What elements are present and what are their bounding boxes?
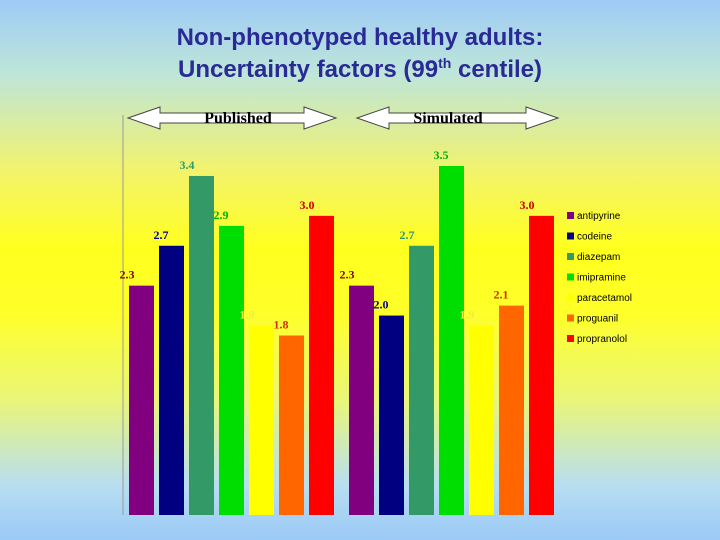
data-label-diazepam-simulated: 2.7	[400, 228, 415, 242]
data-label-antipyrine-simulated: 2.3	[340, 268, 355, 282]
data-label-diazepam-published: 3.4	[180, 158, 195, 172]
data-label-imipramine-simulated: 3.5	[434, 148, 449, 162]
bar-proguanil-simulated	[499, 305, 524, 515]
bar-paracetamol-published	[249, 325, 274, 515]
legend-label-codeine: codeine	[577, 232, 612, 243]
title-line-2-post: centile)	[451, 56, 542, 83]
data-label-paracetamol-simulated: 1.9	[460, 308, 475, 322]
group-arrow-published	[126, 106, 338, 130]
chart-title: Non-phenotyped healthy adults: Uncertain…	[0, 22, 720, 86]
legend-label-imipramine: imipramine	[577, 273, 626, 284]
legend-label-diazepam: diazepam	[577, 252, 620, 263]
data-label-propranolol-simulated: 3.0	[520, 198, 535, 212]
data-label-antipyrine-published: 2.3	[120, 268, 135, 282]
bar-diazepam-simulated	[409, 245, 434, 515]
data-label-paracetamol-published: 1.9	[240, 308, 255, 322]
bar-proguanil-published	[279, 335, 304, 515]
group-label-published: Published	[204, 110, 272, 127]
bar-imipramine-published	[219, 225, 244, 516]
data-label-propranolol-published: 3.0	[300, 198, 315, 212]
group-arrow-simulated	[355, 106, 560, 130]
bar-imipramine-simulated	[439, 166, 464, 515]
data-label-proguanil-simulated: 2.1	[494, 288, 509, 302]
legend-swatch-codeine	[567, 232, 574, 240]
legend-swatch-imipramine	[567, 273, 574, 281]
bar-propranolol-simulated	[529, 215, 554, 515]
title-superscript: th	[438, 55, 452, 71]
legend-label-paracetamol: paracetamol	[577, 293, 632, 304]
title-line-2-pre: Uncertainty factors (99	[177, 56, 439, 83]
legend-swatch-paracetamol	[567, 294, 574, 301]
group-label-simulated: Simulated	[413, 110, 482, 127]
legend-label-proguanil: proguanil	[577, 314, 618, 325]
bar-antipyrine-simulated	[349, 285, 374, 515]
bar-diazepam-published	[189, 175, 214, 515]
legend-label-propranolol: propranolol	[577, 334, 627, 345]
bar-codeine-published	[159, 245, 184, 515]
data-label-proguanil-published: 1.8	[274, 318, 289, 332]
legend-label-antipyrine: antipyrine	[577, 211, 621, 222]
bar-paracetamol-simulated	[469, 325, 494, 515]
legend-swatch-antipyrine	[567, 212, 574, 219]
bar-antipyrine-published	[129, 285, 154, 515]
data-label-codeine-published: 2.7	[154, 228, 169, 242]
legend-swatch-diazepam	[567, 253, 574, 260]
legend-swatch-proguanil	[567, 314, 574, 322]
bar-codeine-simulated	[379, 315, 404, 515]
title-line-1: Non-phenotyped healthy adults:	[176, 24, 544, 51]
legend-swatch-propranolol	[567, 335, 574, 342]
bar-propranolol-published	[309, 215, 334, 515]
title-line-2: Uncertainty factors (99th centile)	[0, 54, 720, 86]
data-label-codeine-simulated: 2.0	[374, 298, 389, 312]
data-label-imipramine-published: 2.9	[214, 208, 229, 222]
